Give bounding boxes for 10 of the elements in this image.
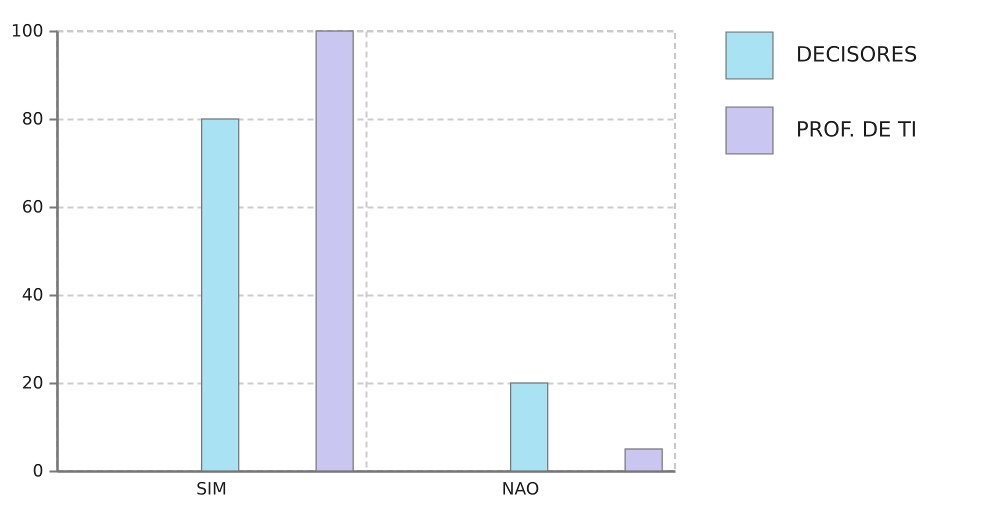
- y-tick-label: 80: [22, 110, 44, 130]
- x-tick-label: SIM: [196, 480, 227, 500]
- x-tick-label: NAO: [502, 480, 540, 500]
- y-tick-label: 60: [22, 198, 44, 218]
- legend-label: DECISORES: [796, 42, 918, 66]
- y-tick-label: 40: [22, 286, 44, 306]
- y-tick-label: 0: [32, 462, 44, 482]
- y-tick-label: 20: [22, 374, 44, 394]
- y-tick-label: 100: [11, 22, 44, 42]
- legend-label: PROF. DE TI: [796, 118, 917, 142]
